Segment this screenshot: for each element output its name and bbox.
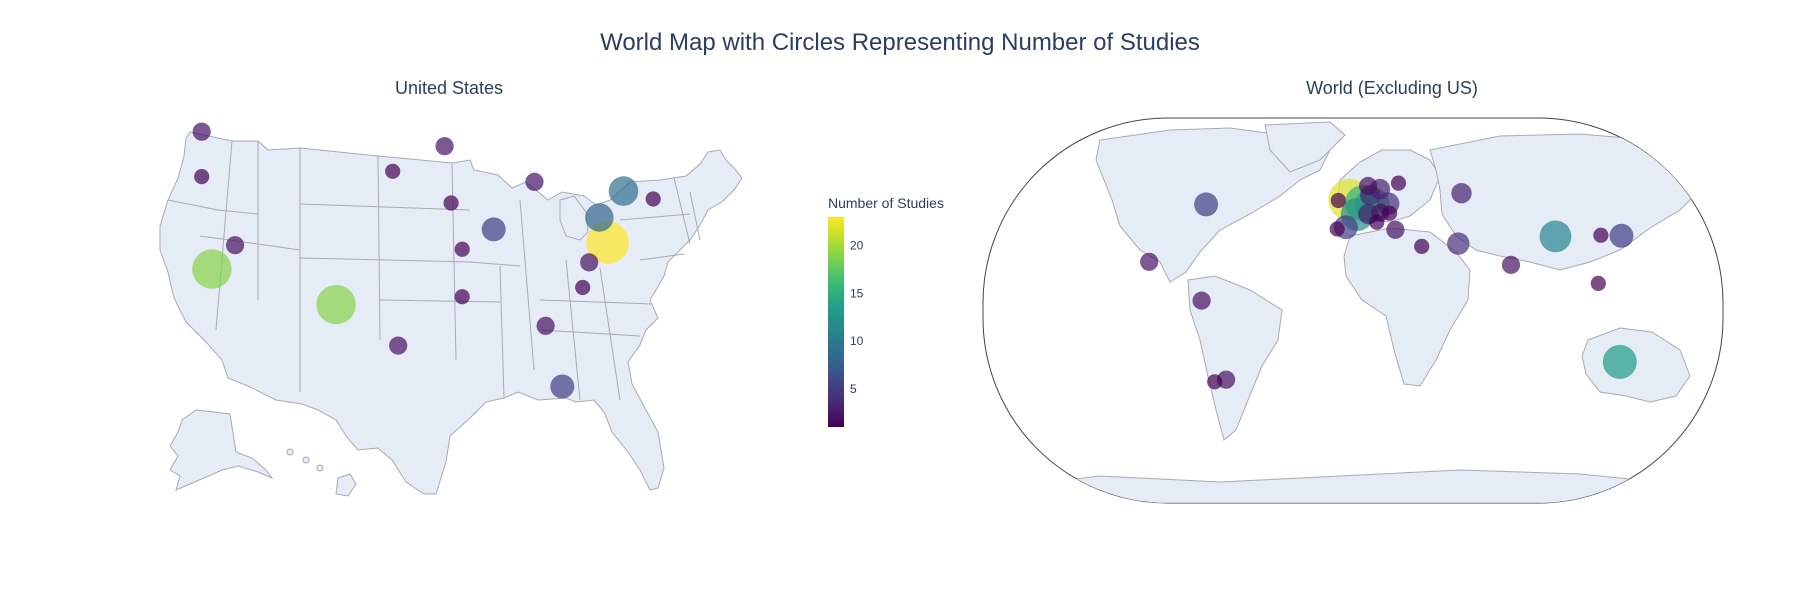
antarctica-outline [983,469,1723,503]
world-point-italy[interactable] [1369,214,1385,230]
us-point-massachusetts[interactable] [645,191,661,207]
world-point-canada[interactable] [1194,192,1219,217]
world-point-iran[interactable] [1447,232,1470,255]
world-point-south-korea[interactable] [1593,227,1609,243]
us-point-washington[interactable] [192,122,211,141]
us-point-virginia[interactable] [580,253,599,272]
world-point-mexico[interactable] [1140,252,1159,271]
us-point-pennsylvania[interactable] [585,203,614,232]
us-land [159,131,743,497]
south-america-outline [1187,275,1283,441]
hawaii-outline [335,473,357,497]
us-outline [159,131,743,495]
alaska-outline [169,409,274,491]
us-point-new-york[interactable] [608,176,639,206]
us-point-california[interactable] [192,249,232,289]
us-point-georgia[interactable] [536,316,555,335]
world-point-israel[interactable] [1414,238,1430,254]
colorbar-tick-label: 10 [850,334,864,348]
world-point-chile[interactable] [1207,374,1223,390]
world-point-colombia[interactable] [1192,291,1211,310]
world-point-hungary[interactable] [1382,205,1398,221]
us-points [192,122,661,399]
africa-outline [1343,227,1471,387]
world-point-finland[interactable] [1390,175,1407,191]
us-point-south-dakota[interactable] [385,163,401,179]
us-point-missouri[interactable] [454,241,470,257]
us-point-maryland[interactable] [586,221,629,264]
world-points [1140,175,1637,390]
us-point-nevada[interactable] [226,236,245,255]
us-point-florida[interactable] [550,374,575,399]
world-point-ireland[interactable] [1330,192,1346,209]
us-point-new-mexico[interactable] [316,284,356,325]
us-subplot: United States [159,78,743,497]
michigan-outline [559,195,589,241]
us-point-michigan[interactable] [525,172,544,191]
us-point-iowa[interactable] [443,195,459,211]
us-point-illinois[interactable] [481,217,506,242]
world-point-india[interactable] [1501,255,1521,274]
world-subplot: World (Excluding US) [982,78,1724,504]
world-point-philippines[interactable] [1590,275,1606,291]
us-state-borders [167,140,701,401]
colorbar: Number of Studies 5 10 15 20 [828,195,944,427]
us-point-minnesota[interactable] [435,137,454,156]
colorbar-ticks: 5 10 15 20 [850,239,864,396]
colorbar-tick-label: 20 [850,239,864,253]
colorbar-title: Number of Studies [828,195,944,211]
chart-title: World Map with Circles Representing Numb… [600,29,1200,56]
world-subplot-title: World (Excluding US) [1306,78,1478,98]
us-point-arkansas[interactable] [454,289,470,305]
us-subplot-title: United States [395,78,503,98]
colorbar-tick-label: 15 [850,286,864,300]
greenland-outline [1264,121,1346,173]
us-point-texas[interactable] [389,336,408,355]
world-point-china[interactable] [1539,220,1572,253]
us-point-north-carolina[interactable] [575,279,591,296]
world-point-portugal[interactable] [1329,221,1345,237]
world-point-australia[interactable] [1602,344,1637,379]
colorbar-tick-label: 5 [850,382,857,396]
world-point-norway[interactable] [1359,176,1378,196]
us-point-oregon[interactable] [194,169,210,185]
world-point-russia[interactable] [1451,183,1472,204]
world-point-japan[interactable] [1609,223,1634,248]
world-point-greece[interactable] [1386,220,1405,239]
colorbar-bar [828,217,844,427]
